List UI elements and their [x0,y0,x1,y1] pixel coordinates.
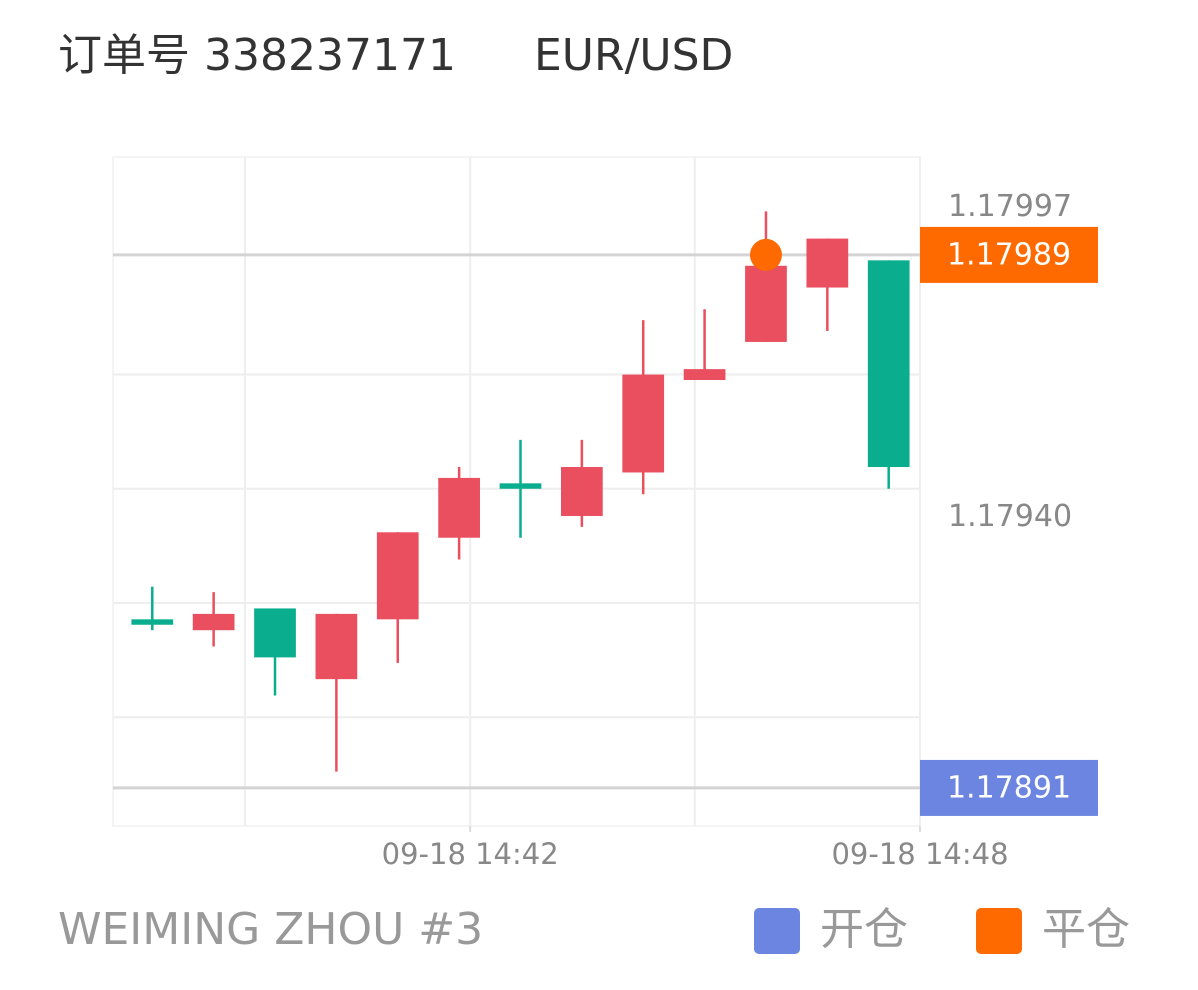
candle-body [254,608,296,658]
legend-swatch [976,908,1022,954]
candle-body [376,532,419,620]
candle-body [131,619,174,625]
account: WEIMING ZHOU #3 [58,904,483,955]
legend-label: 平仓 [1042,904,1130,955]
level-tag [920,759,1098,816]
legend-swatch [754,908,800,954]
candle-body [683,369,726,380]
candle-body [499,483,542,489]
candle-body [806,238,849,288]
level-tag [920,226,1098,283]
x-tick-label: 09-18 14:42 [382,837,559,871]
level-label: 1.17989 [947,237,1071,272]
candle-body [192,613,235,631]
candle-body [622,374,665,473]
y-tick-label: 1.17940 [948,499,1072,534]
symbol: EUR/USD [534,30,733,81]
candle-body [315,613,358,680]
plot-frame [112,156,921,827]
x-tick-label: 09-18 14:48 [831,837,1008,871]
legend-label: 开仓 [820,904,908,955]
candle-body [438,477,480,538]
exit-point [749,238,782,271]
y-tick-label: 1.17997 [948,189,1072,224]
order-number: 订单号 338237171 [58,30,456,81]
candle-body [867,260,910,468]
level-label: 1.17891 [947,770,1071,805]
candle-body [745,265,787,342]
candle-body [560,467,603,516]
